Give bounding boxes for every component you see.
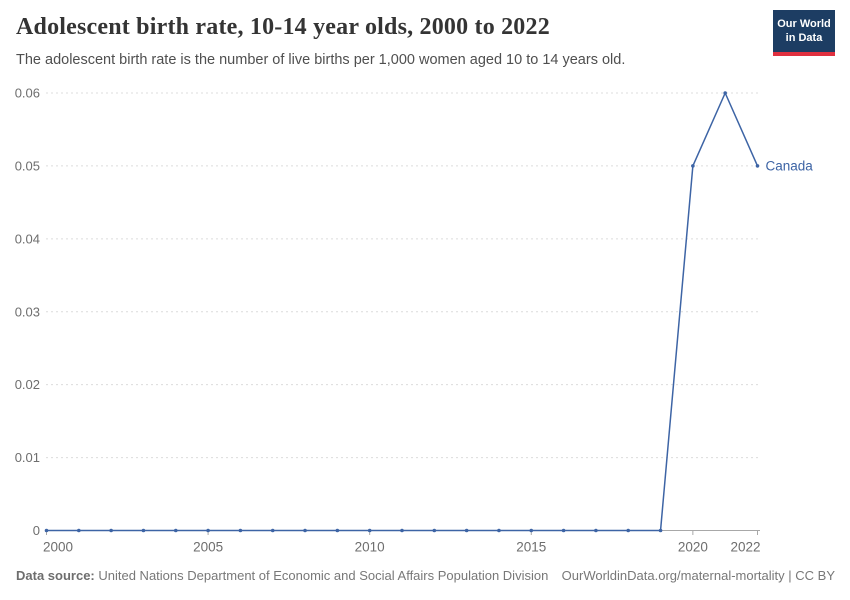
y-axis-tick-label: 0.06 xyxy=(15,86,40,101)
data-point[interactable] xyxy=(109,528,113,533)
y-axis-tick-label: 0.03 xyxy=(15,304,40,319)
x-axis-tick-label: 2022 xyxy=(730,540,760,555)
data-point[interactable] xyxy=(400,528,404,533)
data-point[interactable] xyxy=(594,528,598,533)
data-point[interactable] xyxy=(561,528,566,533)
owid-logo-line1: Our World xyxy=(777,18,831,30)
data-point[interactable] xyxy=(529,528,534,533)
owid-logo-line2: in Data xyxy=(785,32,823,45)
data-source-note: Data source: United Nations Department o… xyxy=(16,568,548,583)
credit-link[interactable]: OurWorldinData.org/maternal-mortality | … xyxy=(561,568,835,583)
data-point[interactable] xyxy=(626,528,631,533)
x-axis-tick-label: 2015 xyxy=(516,540,546,555)
data-point[interactable] xyxy=(77,528,81,533)
data-point[interactable] xyxy=(173,528,178,533)
y-axis-tick-label: 0 xyxy=(33,523,40,538)
page-title: Adolescent birth rate, 10-14 year olds, … xyxy=(16,14,550,40)
x-axis-tick-label: 2010 xyxy=(355,540,385,555)
y-axis-tick-label: 0.05 xyxy=(15,158,40,173)
data-point[interactable] xyxy=(335,528,340,533)
y-axis-tick-label: 0.01 xyxy=(15,450,40,465)
data-point[interactable] xyxy=(44,528,49,533)
data-point[interactable] xyxy=(755,164,760,168)
series-end-label[interactable]: Canada xyxy=(766,158,814,173)
data-point[interactable] xyxy=(691,164,695,168)
data-point[interactable] xyxy=(367,528,372,533)
page-subtitle: The adolescent birth rate is the number … xyxy=(16,52,626,68)
data-source-label: Data source: xyxy=(16,568,95,583)
x-axis-tick-label: 2000 xyxy=(43,540,73,555)
owid-logo[interactable]: Our World in Data xyxy=(773,10,835,56)
data-point[interactable] xyxy=(464,528,469,533)
x-axis-tick-label: 2020 xyxy=(678,540,708,555)
data-point[interactable] xyxy=(206,528,210,533)
data-source-text: United Nations Department of Economic an… xyxy=(94,568,549,583)
data-point[interactable] xyxy=(432,528,437,533)
data-point[interactable] xyxy=(141,528,146,533)
data-point[interactable] xyxy=(238,528,243,533)
y-axis-tick-label: 0.04 xyxy=(15,231,40,246)
chart-footer: Data source: United Nations Department o… xyxy=(16,568,835,583)
data-point[interactable] xyxy=(723,91,727,95)
y-axis-tick-label: 0.02 xyxy=(15,377,40,392)
data-point[interactable] xyxy=(658,528,663,533)
data-point[interactable] xyxy=(270,528,275,533)
x-axis-tick-label: 2005 xyxy=(193,540,223,555)
data-point[interactable] xyxy=(303,528,307,533)
data-point[interactable] xyxy=(497,528,501,533)
